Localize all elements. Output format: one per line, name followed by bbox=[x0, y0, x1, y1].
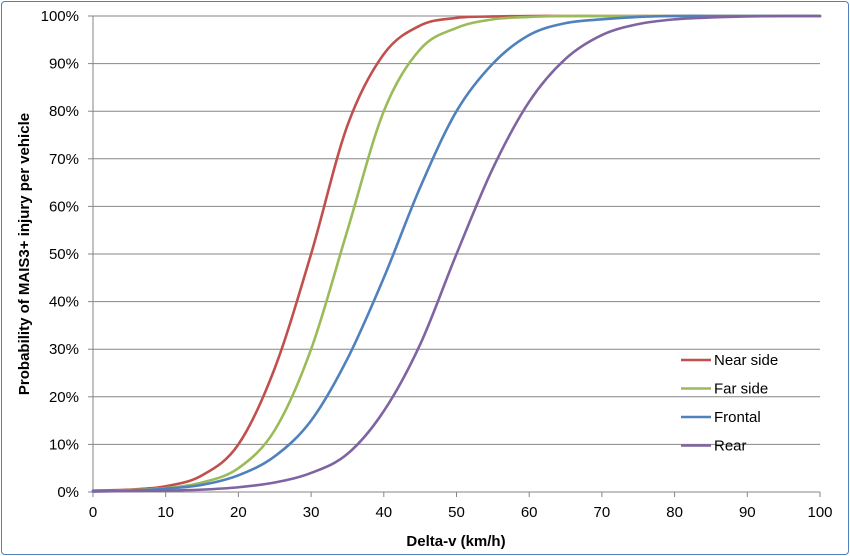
y-tick-label: 10% bbox=[49, 436, 79, 453]
y-tick-label: 100% bbox=[41, 8, 79, 25]
legend-label-frontal: Frontal bbox=[714, 409, 761, 426]
y-tick-label: 80% bbox=[49, 103, 79, 120]
x-tick-label: 100 bbox=[807, 504, 832, 521]
x-tick-label: 50 bbox=[448, 504, 465, 521]
x-tick-label: 10 bbox=[157, 504, 174, 521]
x-tick-label: 20 bbox=[230, 504, 247, 521]
series-line-frontal bbox=[91, 14, 822, 493]
x-tick-label: 80 bbox=[666, 504, 683, 521]
y-tick-label: 60% bbox=[49, 198, 79, 215]
gridlines bbox=[93, 15, 820, 445]
y-axis-title: Probability of MAIS3+ injury per vehicle bbox=[16, 113, 33, 395]
x-tick-label: 60 bbox=[521, 504, 538, 521]
x-tick-labels: 0 10 20 30 40 50 60 70 80 90 100 bbox=[89, 504, 833, 521]
axes bbox=[88, 15, 821, 497]
y-tick-label: 20% bbox=[49, 389, 79, 406]
legend: Near side Far side Frontal Rear bbox=[681, 352, 778, 455]
x-tick-label: 70 bbox=[594, 504, 611, 521]
x-tick-label: 0 bbox=[89, 504, 97, 521]
y-tick-label: 40% bbox=[49, 294, 79, 311]
legend-label-near-side: Near side bbox=[714, 352, 778, 369]
legend-label-far-side: Far side bbox=[714, 381, 768, 398]
y-tick-label: 30% bbox=[49, 341, 79, 358]
y-tick-label: 0% bbox=[57, 484, 79, 501]
legend-label-rear: Rear bbox=[714, 438, 747, 455]
x-tick-label: 90 bbox=[739, 504, 756, 521]
x-tick-label: 40 bbox=[375, 504, 392, 521]
y-tick-labels: 0% 10% 20% 30% 40% 50% 60% 70% 80% 90% 100% bbox=[41, 8, 79, 501]
y-tick-label: 70% bbox=[49, 151, 79, 168]
y-tick-label: 50% bbox=[49, 246, 79, 263]
y-tick-label: 90% bbox=[49, 56, 79, 73]
series-line-rear bbox=[91, 14, 822, 493]
series-lines bbox=[91, 14, 822, 493]
x-tick-label: 30 bbox=[303, 504, 320, 521]
x-axis-title: Delta-v (km/h) bbox=[406, 533, 505, 550]
